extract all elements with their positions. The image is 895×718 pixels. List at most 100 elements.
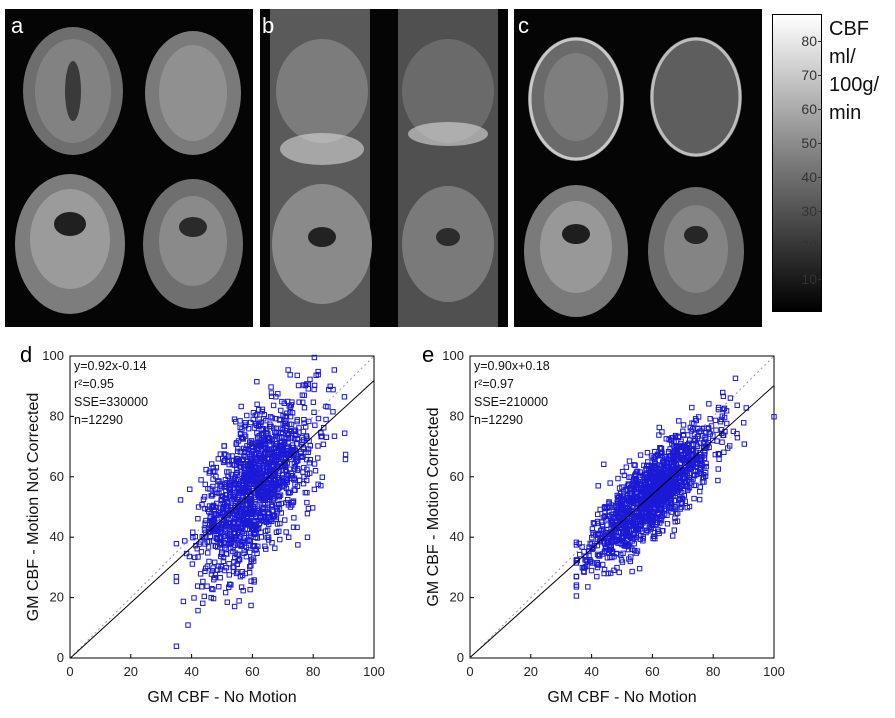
data-point (286, 490, 292, 496)
data-point (300, 382, 307, 388)
y-tick-label: 60 (50, 469, 64, 484)
data-point (198, 477, 204, 483)
data-point (294, 372, 300, 379)
fit-line (69, 380, 375, 659)
data-point (199, 533, 205, 540)
data-point (305, 505, 312, 512)
data-point (642, 489, 648, 495)
data-point (721, 449, 727, 455)
data-point (635, 486, 642, 492)
data-point (250, 508, 257, 515)
brain-images-a (15, 27, 243, 314)
data-point (223, 546, 229, 553)
data-point (247, 518, 254, 524)
data-point (226, 561, 232, 567)
data-point (594, 564, 601, 571)
data-point (694, 443, 701, 449)
panel-label-c: c (518, 13, 529, 38)
data-point (341, 430, 348, 436)
data-point (288, 402, 295, 408)
data-point (216, 478, 222, 484)
data-point (644, 475, 651, 481)
data-point (633, 550, 639, 556)
data-point (222, 589, 229, 596)
data-point (577, 551, 583, 558)
data-point (318, 429, 324, 436)
data-point (273, 506, 280, 512)
data-point (720, 432, 726, 439)
data-point (191, 595, 197, 601)
data-point (325, 404, 331, 410)
data-point (655, 510, 661, 516)
x-tick-label: 20 (524, 664, 538, 679)
data-point (289, 473, 296, 479)
data-point (305, 446, 312, 452)
data-point (227, 541, 233, 547)
scatter-plot-d: 0 20 40 60 80 100 0 20 40 60 80 100 GM CBF - No Moti… (25, 348, 385, 706)
data-point (723, 408, 730, 414)
data-point (323, 416, 329, 423)
data-point (276, 501, 282, 507)
y-tick-label: 80 (50, 408, 64, 423)
data-point (300, 454, 306, 460)
data-point (694, 455, 701, 461)
data-point (657, 445, 663, 451)
data-point (202, 481, 208, 488)
data-point (589, 535, 595, 541)
data-point (209, 493, 215, 499)
data-point (201, 593, 207, 600)
data-point (216, 583, 222, 590)
data-point (625, 533, 632, 539)
data-point (234, 569, 240, 575)
data-point (628, 492, 635, 499)
data-point (312, 468, 319, 474)
data-point (205, 544, 212, 550)
y-tick-label: 0 (57, 650, 64, 665)
data-point (221, 443, 227, 449)
colorbar-tick: 20 (801, 237, 821, 253)
y-tick-label: 60 (450, 469, 464, 484)
data-point (573, 584, 580, 590)
fit-annotation: r²=0.97 (474, 377, 514, 391)
brain-images-b (270, 9, 498, 327)
data-point (246, 537, 252, 543)
data-point (706, 401, 712, 407)
data-point (624, 487, 630, 494)
y-tick-label: 100 (42, 348, 64, 363)
data-point (187, 486, 193, 492)
data-point (621, 542, 627, 549)
data-point (223, 564, 229, 571)
data-point (672, 519, 678, 525)
data-point (581, 549, 587, 555)
data-point (278, 429, 284, 435)
data-point (264, 534, 270, 541)
data-point (283, 418, 289, 424)
data-point (707, 416, 713, 422)
data-point (645, 459, 651, 465)
data-point (286, 430, 292, 437)
data-point (247, 549, 253, 556)
data-point (252, 547, 258, 553)
data-point (619, 468, 626, 475)
data-point (290, 498, 297, 504)
data-point (204, 506, 211, 512)
data-point (278, 447, 284, 453)
data-point (597, 506, 603, 513)
data-point (208, 519, 215, 525)
data-point (307, 443, 314, 449)
data-point (237, 418, 243, 424)
data-point (630, 531, 637, 538)
data-point (626, 556, 632, 562)
data-point (656, 424, 662, 431)
fit-line (469, 385, 775, 658)
brain-images-c (524, 37, 744, 317)
data-point (199, 502, 205, 508)
data-point (253, 470, 259, 477)
data-point (297, 477, 303, 483)
data-point (200, 578, 206, 585)
data-point (286, 421, 293, 427)
data-point (614, 564, 620, 571)
data-point (617, 525, 623, 531)
data-point (670, 533, 676, 539)
y-tick-label: 40 (50, 529, 64, 544)
